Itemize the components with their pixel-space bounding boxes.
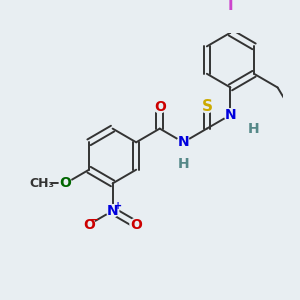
Text: O: O <box>154 100 166 114</box>
Text: +: + <box>114 201 122 212</box>
Text: I: I <box>228 0 233 13</box>
Circle shape <box>224 0 237 11</box>
Circle shape <box>83 218 95 231</box>
Text: −: − <box>90 215 99 225</box>
Circle shape <box>34 176 50 191</box>
Circle shape <box>59 177 72 190</box>
Text: O: O <box>59 176 71 190</box>
Circle shape <box>106 205 119 217</box>
Circle shape <box>201 100 213 113</box>
Text: H: H <box>248 122 260 136</box>
Text: S: S <box>201 99 212 114</box>
Text: N: N <box>178 135 189 149</box>
Text: O: O <box>83 218 95 232</box>
Circle shape <box>249 123 259 134</box>
Circle shape <box>154 100 166 113</box>
Text: N: N <box>107 204 118 218</box>
Circle shape <box>130 218 142 231</box>
Circle shape <box>177 136 190 148</box>
Text: N: N <box>225 108 236 122</box>
Text: CH₃: CH₃ <box>29 177 54 190</box>
Text: O: O <box>130 218 142 232</box>
Circle shape <box>224 109 237 121</box>
Circle shape <box>178 159 189 169</box>
Text: H: H <box>178 157 189 171</box>
